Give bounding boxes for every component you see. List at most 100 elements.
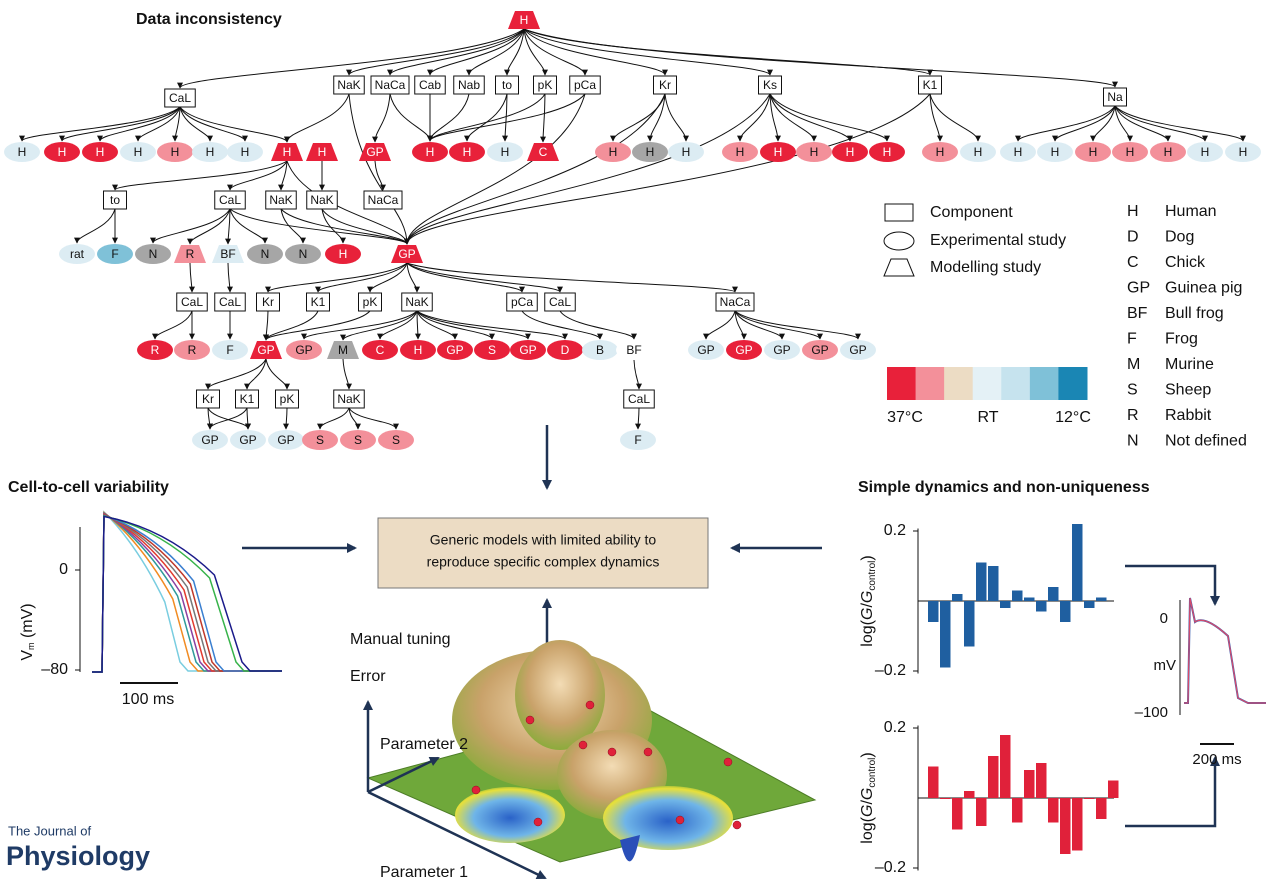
bar <box>988 566 999 601</box>
tree-node: Kr <box>654 76 677 94</box>
tree-edge <box>930 94 940 141</box>
node-label: H <box>736 145 745 159</box>
node-label: Cab <box>419 78 441 92</box>
node-label: NaCa <box>368 193 399 207</box>
tree-node: NaCa <box>364 191 402 209</box>
node-label: K1 <box>923 78 938 92</box>
tree-node: N <box>135 244 171 264</box>
node-label: H <box>134 145 143 159</box>
tree-edge <box>286 408 287 429</box>
tree-node: NaK <box>334 390 365 408</box>
tree-edge <box>650 94 665 141</box>
node-label: GP <box>366 145 383 159</box>
y-tick-label: 0.2 <box>884 522 906 539</box>
tree-node: GP <box>359 143 391 161</box>
sample-point <box>586 701 594 709</box>
tree-node: R <box>137 340 173 360</box>
tree-node: R <box>174 340 210 360</box>
tree-node: C <box>527 143 559 161</box>
tree-edge <box>115 161 287 190</box>
bar <box>1024 770 1035 798</box>
annotation: Manual tuning <box>350 631 451 648</box>
bar <box>964 601 975 647</box>
tree-edge <box>208 359 266 389</box>
tree-node: H <box>960 142 996 162</box>
tree-edge <box>266 311 370 340</box>
sample-point <box>724 758 732 766</box>
node-label: K1 <box>240 392 255 406</box>
tree-edge <box>930 94 978 141</box>
bar <box>1036 763 1047 798</box>
node-label: Na <box>1107 90 1123 104</box>
node-label: Ks <box>763 78 777 92</box>
tree-node: BF <box>616 340 652 360</box>
color-scale-label: 37°C <box>887 409 923 426</box>
scale-bar-label: 200 ms <box>1192 751 1241 768</box>
tree-node: GP <box>510 340 546 360</box>
summary-text: reproduce specific complex dynamics <box>427 554 660 570</box>
journal-name: The Journal of <box>8 823 91 838</box>
label-part: log( <box>859 619 876 646</box>
tree-node: B <box>582 340 618 360</box>
legend-name: Bull frog <box>1165 305 1224 322</box>
node-label: S <box>354 433 362 447</box>
legend-abbr: D <box>1127 229 1139 246</box>
node-label: GP <box>295 343 312 357</box>
tree-edge <box>180 107 287 142</box>
node-label: F <box>111 247 118 261</box>
label-part: ) <box>859 752 876 757</box>
tree-edge <box>155 311 192 339</box>
legend-label: Modelling study <box>930 259 1041 276</box>
y-tick-label: –80 <box>41 661 68 678</box>
tree-node: NaK <box>266 191 297 209</box>
tree-node: H <box>412 142 448 162</box>
node-label: CaL <box>169 91 191 105</box>
tree-edge <box>524 29 930 75</box>
tree-node: Cab <box>415 76 446 94</box>
node-label: H <box>846 145 855 159</box>
tree-edge <box>407 94 665 244</box>
node-label: H <box>339 247 348 261</box>
figure: HCaLNaKNaCaCabNabtopKpCaKrKsK1NaHHHHHHHH… <box>0 0 1283 885</box>
y-axis-label: log(G/Gcontrol) <box>859 555 877 646</box>
tree-node: H <box>82 142 118 162</box>
node-label: GP <box>398 247 415 261</box>
tree-node: CaL <box>177 293 208 311</box>
tree-node: to <box>496 76 519 94</box>
tree-edge <box>524 29 770 75</box>
tree-node: CaL <box>215 293 246 311</box>
node-label: R <box>188 343 197 357</box>
summary-text: Generic models with limited ability to <box>430 532 657 548</box>
color-swatch <box>1001 367 1030 400</box>
label-part: log( <box>859 816 876 843</box>
node-label: Kr <box>659 78 671 92</box>
tree-node: H <box>1187 142 1223 162</box>
node-label: GP <box>277 433 294 447</box>
tree-node: H <box>922 142 958 162</box>
label-part: G <box>859 788 876 800</box>
tree-edge <box>180 107 210 141</box>
bar <box>976 798 987 826</box>
node-label: CaL <box>628 392 650 406</box>
tree-node: NaK <box>402 293 433 311</box>
tree-edge <box>190 209 230 244</box>
tree-edge <box>407 263 735 292</box>
color-scale-label: RT <box>977 409 998 426</box>
tree-node: H <box>157 142 193 162</box>
label-part: control <box>867 561 878 591</box>
y-tick-label: –0.2 <box>875 662 906 679</box>
sample-point <box>733 821 741 829</box>
tree-edge <box>208 408 248 429</box>
color-swatch <box>887 367 916 400</box>
label-part: G <box>859 805 876 817</box>
legend-abbr: BF <box>1127 305 1148 322</box>
node-label: N <box>149 247 158 261</box>
tree-node: K1 <box>919 76 942 94</box>
node-label: NaK <box>337 392 360 406</box>
y-axis-label: mV <box>1154 657 1177 674</box>
tree-node: GP <box>391 245 423 263</box>
node-label: to <box>502 78 512 92</box>
tree-node: S <box>302 430 338 450</box>
tree-edge <box>153 209 230 243</box>
tree-node: pCa <box>507 293 538 311</box>
